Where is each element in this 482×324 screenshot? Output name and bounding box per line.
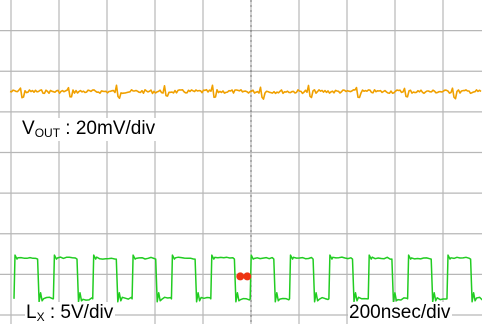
lx-name-main: L	[26, 302, 37, 323]
waveform-traces	[9, 84, 482, 303]
trigger-dot	[243, 272, 252, 281]
vout-scale-text: : 20mV/div	[60, 118, 156, 139]
lx-name-sub: X	[36, 310, 45, 324]
lx-channel-label: LX : 5V/div	[25, 302, 116, 324]
timebase-label: 200nsec/div	[348, 302, 453, 324]
vout-waveform	[9, 84, 482, 100]
vout-name-main: V	[22, 118, 35, 139]
trigger-dot	[236, 272, 245, 281]
vout-channel-label: VOUT : 20mV/div	[21, 118, 158, 141]
trigger-marker	[236, 272, 252, 281]
lx-scale-text: : 5V/div	[44, 302, 114, 323]
lx-waveform	[13, 254, 482, 303]
vout-name-sub: OUT	[34, 126, 61, 140]
